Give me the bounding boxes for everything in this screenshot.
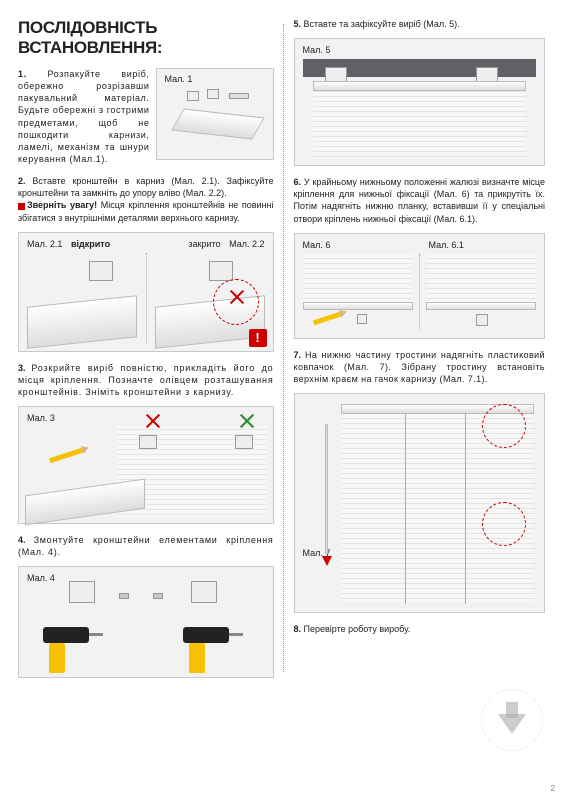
step-1: 1. Розпакуйте виріб, обережно розрізавши… [18, 68, 274, 165]
step-3: 3. Розкрийте виріб повністю, прикладіть … [18, 362, 274, 398]
clip-icon [357, 314, 367, 324]
label-open: відкрито [69, 239, 112, 249]
figure-label: Мал. 5 [301, 45, 333, 55]
anchor-icon [119, 593, 129, 599]
step-1-text: 1. Розпакуйте виріб, обережно розрізавши… [18, 68, 150, 165]
step-num: 6. [294, 177, 302, 187]
split-line [146, 253, 147, 343]
split-line [419, 254, 420, 330]
column-divider [283, 24, 284, 672]
step-body: Розпакуйте виріб, обережно розрізавши па… [18, 69, 150, 164]
pencil-icon [312, 311, 340, 324]
step-body: Перевірте роботу виробу. [304, 624, 411, 634]
bracket-icon [69, 581, 95, 603]
anchor-icon [153, 593, 163, 599]
figure-2: Мал. 2.1 відкрито закрито Мал. 2.2 ! [18, 232, 274, 352]
cord-illus [465, 414, 466, 604]
figure-label: Мал. 4 [25, 573, 57, 583]
bracket-icon [187, 91, 199, 101]
step-num: 2. [18, 176, 26, 186]
step-num: 8. [294, 624, 302, 634]
figure-label: Мал. 2.1 [25, 239, 64, 249]
step-5: 5. Вставте та зафіксуйте виріб (Мал. 5). [294, 18, 546, 30]
blinds-illus [313, 87, 527, 159]
figure-3: Мал. 3 [18, 406, 274, 524]
step-6: 6. У крайньому нижньому положенні жалюзі… [294, 176, 546, 225]
blinds-illus [426, 254, 536, 304]
cord-illus [405, 414, 406, 604]
wand-illus [325, 424, 328, 554]
step-8: 8. Перевірте роботу виробу. [294, 623, 546, 635]
bracket-icon [139, 435, 157, 449]
figure-1: Мал. 1 [156, 68, 274, 160]
figure-6: Мал. 6 Мал. 6.1 [294, 233, 546, 339]
rail-left [27, 295, 137, 349]
bottom-rail [426, 302, 536, 310]
right-column: 5. Вставте та зафіксуйте виріб (Мал. 5).… [284, 18, 550, 688]
figure-label: Мал. 3 [25, 413, 57, 423]
download-watermark-icon [481, 689, 543, 751]
bracket-icon [235, 435, 253, 449]
step-body: Вставте та зафіксуйте виріб (Мал. 5). [304, 19, 460, 29]
top-rail [313, 81, 527, 91]
x-mark-icon [145, 413, 161, 429]
step-body: Розкрийте виріб повністю, прикладіть йог… [18, 363, 274, 397]
step-2: 2. Вставте кронштейн в карниз (Мал. 2.1)… [18, 175, 274, 224]
figure-label: Мал. 6.1 [427, 240, 466, 250]
left-column: ПОСЛІДОВНІСТЬ ВСТАНОВЛЕННЯ: 1. Розпакуйт… [18, 18, 284, 688]
page-number: 2 [551, 784, 555, 793]
figure-4: Мал. 4 [18, 566, 274, 678]
warning-icon [18, 203, 25, 210]
check-x-icon [239, 413, 255, 429]
step-4: 4. Змонтуйте кронштейни елементами кріпл… [18, 534, 274, 558]
step-num: 1. [18, 69, 27, 79]
page-container: ПОСЛІДОВНІСТЬ ВСТАНОВЛЕННЯ: 1. Розпакуйт… [0, 0, 565, 696]
x-mark-icon [229, 289, 245, 305]
detail-circle [482, 404, 526, 448]
figure-5: Мал. 5 [294, 38, 546, 166]
product-rail [171, 108, 264, 139]
bracket-closed [209, 261, 233, 281]
pencil-icon [49, 448, 83, 463]
figure-7: Мал. 7 Мал. 7.1 [294, 393, 546, 613]
alert-icon: ! [249, 329, 267, 347]
figure-label: Мал. 2.2 [227, 239, 266, 249]
step-body: Змонтуйте кронштейни елементами кріпленн… [18, 535, 274, 557]
step-num: 7. [294, 350, 302, 360]
detail-circle [482, 502, 526, 546]
parts-icon [229, 93, 249, 99]
bottom-rail [303, 302, 413, 310]
bracket-open [89, 261, 113, 281]
bracket-icon [207, 89, 219, 99]
step-body: На нижню частину тростини надягніть плас… [294, 350, 546, 384]
rail-illus [25, 479, 145, 526]
step-num: 3. [18, 363, 26, 373]
clip-icon [476, 314, 488, 326]
blinds-illus [303, 254, 413, 304]
cap-icon [322, 556, 332, 566]
step-7: 7. На нижню частину тростини надягніть п… [294, 349, 546, 385]
figure-label: Мал. 6 [301, 240, 333, 250]
drill-icon [183, 627, 229, 673]
wm-stem [506, 702, 518, 718]
bracket-icon [191, 581, 217, 603]
figure-1-illus [161, 73, 269, 155]
warn-lead: Зверніть увагу! [27, 200, 97, 210]
page-title: ПОСЛІДОВНІСТЬ ВСТАНОВЛЕННЯ: [18, 18, 274, 58]
step-body: Вставте кронштейн в карниз (Мал. 2.1). З… [18, 176, 274, 198]
label-closed: закрито [186, 239, 222, 249]
drill-icon [43, 627, 89, 673]
step-num: 4. [18, 535, 26, 545]
step-body: У крайньому нижньому положенні жалюзі ви… [294, 177, 546, 223]
step-num: 5. [294, 19, 302, 29]
